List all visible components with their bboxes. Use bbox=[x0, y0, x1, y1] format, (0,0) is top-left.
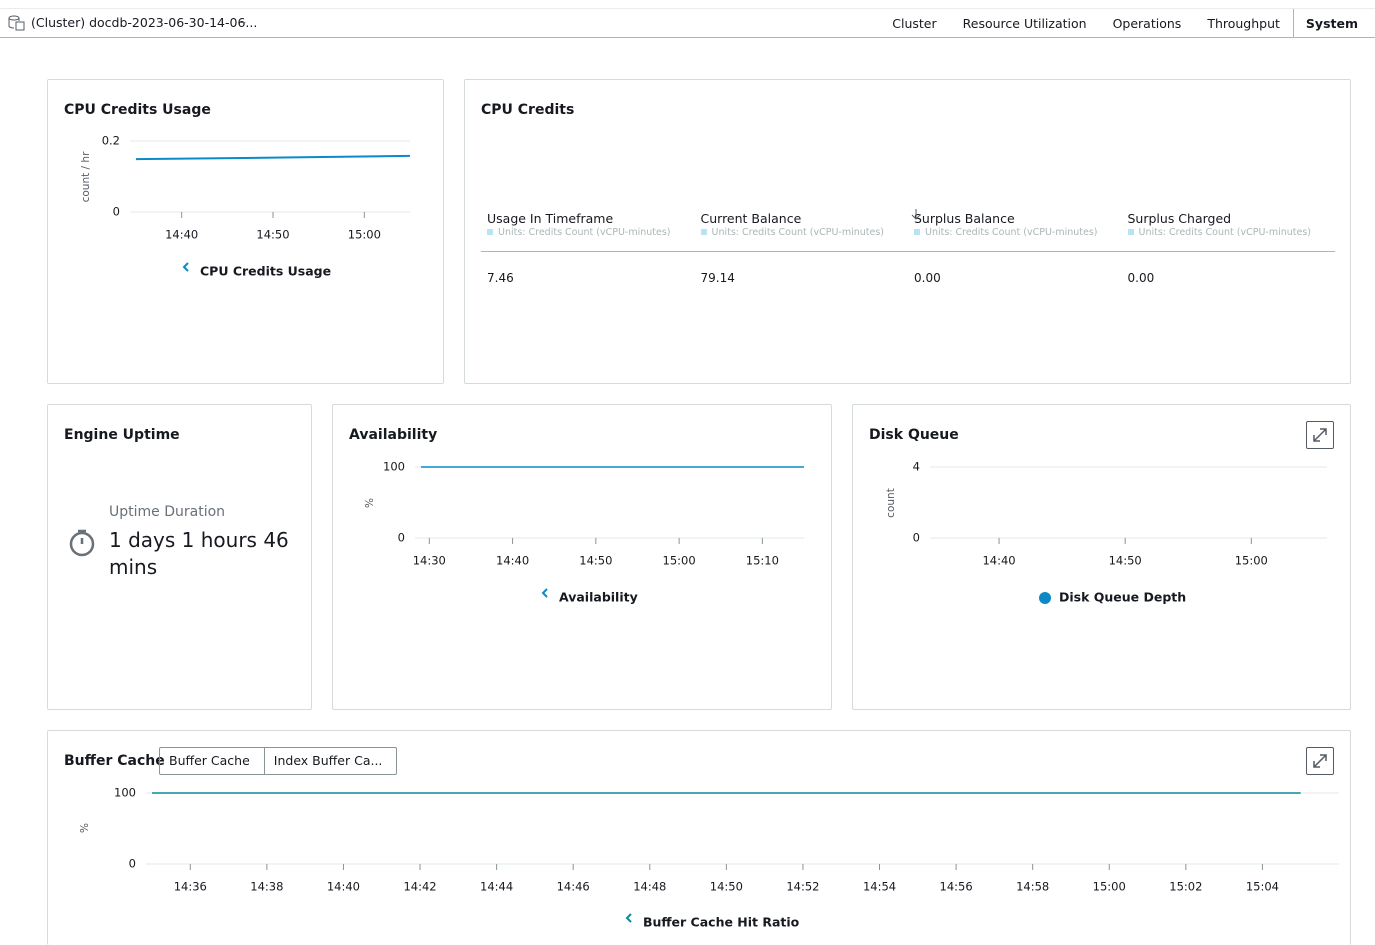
x-tick-label: 14:30 bbox=[413, 554, 446, 568]
x-tick-label: 14:50 bbox=[579, 554, 612, 568]
legend-label: Disk Queue Depth bbox=[1059, 590, 1186, 605]
disk-queue-panel: Disk Queue bbox=[852, 404, 1351, 710]
cluster-title: (Cluster) docdb-2023-06-30-14-06... bbox=[31, 15, 258, 30]
x-tick-label: 14:42 bbox=[403, 880, 436, 894]
column-name: Usage In Timeframe bbox=[487, 211, 614, 226]
legend-label: Buffer Cache Hit Ratio bbox=[643, 915, 800, 930]
credits-table: Usage In Timeframe Units: Credits Count (… bbox=[481, 208, 1335, 285]
cluster-icon bbox=[8, 15, 25, 31]
y-axis-label: % bbox=[364, 498, 376, 508]
x-tick-label: 14:52 bbox=[786, 880, 819, 894]
uptime-label: Uptime Duration bbox=[109, 504, 226, 520]
x-tick-label: 15:04 bbox=[1246, 880, 1279, 894]
legend-marker bbox=[1039, 592, 1051, 604]
y-tick-label: 0 bbox=[398, 531, 405, 545]
x-tick-label: 14:48 bbox=[633, 880, 666, 894]
nav-tab[interactable]: Operations bbox=[1112, 16, 1182, 31]
table-cell: 0.00 bbox=[914, 271, 941, 285]
expand-button[interactable] bbox=[1306, 747, 1334, 775]
y-tick-label: 0.2 bbox=[102, 134, 120, 148]
x-tick-label: 15:02 bbox=[1169, 880, 1202, 894]
cpu-usage-panel: CPU Credits Usage bbox=[47, 79, 444, 384]
y-tick-label: 0 bbox=[129, 857, 136, 871]
table-cell: 79.14 bbox=[700, 271, 735, 285]
panel-title: Availability bbox=[349, 427, 438, 443]
segment-tab[interactable]: Index Buffer Ca... bbox=[263, 748, 397, 774]
y-axis-label: % bbox=[79, 823, 91, 833]
x-tick-label: 14:46 bbox=[557, 880, 590, 894]
legend-marker bbox=[182, 262, 189, 272]
x-tick-label: 14:50 bbox=[1109, 554, 1142, 568]
column-header: Surplus Charged Units: Credits Count (vCP… bbox=[1122, 208, 1336, 251]
nav-tab[interactable]: System bbox=[1292, 9, 1375, 38]
column-name: Surplus Charged bbox=[1127, 211, 1232, 226]
legend-label: Availability bbox=[559, 590, 638, 605]
y-axis-label: count bbox=[885, 488, 897, 518]
segmented-control: Buffer Cache Index Buffer Ca... bbox=[159, 747, 398, 775]
column-name: Current Balance bbox=[700, 211, 802, 226]
segment-tab[interactable]: Buffer Cache bbox=[169, 753, 250, 768]
x-tick-label: 15:00 bbox=[348, 228, 381, 242]
table-cell: 0.00 bbox=[1127, 271, 1155, 285]
x-tick-label: 14:40 bbox=[165, 228, 198, 242]
nav-tab[interactable]: Throughput bbox=[1207, 16, 1280, 31]
x-tick-label: 14:40 bbox=[496, 554, 529, 568]
uptime-value: 1 days 1 hours 46 mins bbox=[109, 528, 289, 579]
y-axis-label: count / hr bbox=[80, 151, 92, 202]
column-unit: Units: Credits Count (vCPU-minutes) bbox=[701, 227, 909, 238]
panel-title: Disk Queue bbox=[869, 427, 959, 443]
x-tick-label: 14:40 bbox=[327, 880, 360, 894]
separator: – bbox=[240, 15, 246, 29]
nav-tab[interactable]: Resource Utilization bbox=[962, 16, 1087, 31]
table-cell: 7.46 bbox=[487, 271, 514, 285]
column-unit: Units: Credits Count (vCPU-minutes) bbox=[487, 227, 695, 238]
x-tick-label: 14:56 bbox=[940, 880, 973, 894]
sort-icon bbox=[911, 209, 921, 220]
y-tick-label: 100 bbox=[383, 460, 405, 474]
x-tick-label: 14:50 bbox=[256, 228, 289, 242]
x-tick-label: 15:00 bbox=[1235, 554, 1268, 568]
y-tick-label: 0 bbox=[113, 205, 120, 219]
y-tick-label: 4 bbox=[913, 460, 920, 474]
column-header: Current Balance Units: Credits Count (vCP… bbox=[695, 208, 909, 251]
legend-label: CPU Credits Usage bbox=[200, 264, 331, 279]
expand-button[interactable] bbox=[1306, 421, 1334, 449]
stopwatch-icon bbox=[69, 529, 95, 557]
cpu-credits-panel: CPU Credits Usage In Timeframe Units: Cre… bbox=[464, 79, 1351, 384]
x-tick-label: 14:36 bbox=[174, 880, 207, 894]
panel-title: Engine Uptime bbox=[64, 427, 180, 443]
legend-marker bbox=[625, 913, 632, 923]
x-tick-label: 14:40 bbox=[982, 554, 1015, 568]
availability-panel: Availability bbox=[332, 404, 832, 710]
column-unit: Units: Credits Count (vCPU-minutes) bbox=[1128, 227, 1336, 238]
x-tick-label: 15:00 bbox=[663, 554, 696, 568]
panel-title: CPU Credits Usage bbox=[64, 102, 211, 118]
buffer-cache-panel: Buffer Cache Buffer Cache Index Buffer C… bbox=[47, 730, 1351, 945]
panel-title: CPU Credits bbox=[481, 102, 575, 118]
x-tick-label: 14:50 bbox=[710, 880, 743, 894]
x-tick-label: 14:44 bbox=[480, 880, 513, 894]
column-name: Surplus Balance bbox=[914, 211, 1015, 226]
nav-tab[interactable]: Cluster bbox=[892, 16, 937, 31]
tabs: Cluster Resource Utilization Operations Thr… bbox=[879, 9, 1375, 38]
uptime-panel: Engine Uptime Uptime Duration 1 days 1 h… bbox=[47, 404, 312, 710]
x-tick-label: 14:38 bbox=[250, 880, 283, 894]
x-tick-label: 15:10 bbox=[746, 554, 779, 568]
column-unit: Units: Credits Count (vCPU-minutes) bbox=[914, 227, 1122, 238]
legend-marker bbox=[541, 588, 548, 598]
series-line bbox=[135, 154, 411, 161]
panel-title: Buffer Cache bbox=[64, 753, 165, 769]
x-tick-label: 15:00 bbox=[1093, 880, 1126, 894]
y-tick-label: 0 bbox=[913, 531, 920, 545]
x-tick-label: 14:54 bbox=[863, 880, 896, 894]
column-header: Surplus Balance Units: Credits Count (vCP… bbox=[908, 208, 1122, 251]
header: (Cluster) docdb-2023-06-30-14-06... – Cl… bbox=[0, 8, 1375, 38]
column-header: Usage In Timeframe Units: Credits Count (… bbox=[481, 208, 695, 251]
x-tick-label: 14:58 bbox=[1016, 880, 1049, 894]
y-tick-label: 100 bbox=[114, 786, 136, 800]
